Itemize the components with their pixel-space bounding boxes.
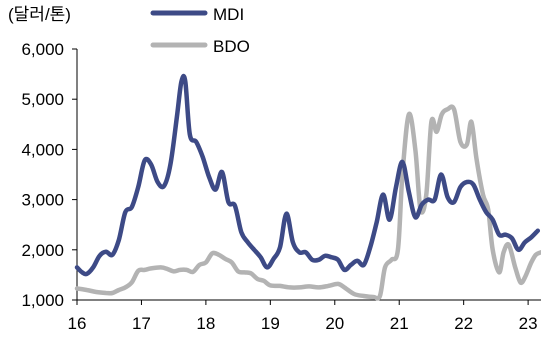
- x-tick-label: 19: [261, 314, 280, 333]
- x-tick-label: 18: [196, 314, 215, 333]
- y-tick-label: 5,000: [21, 90, 64, 109]
- y-tick-label: 4,000: [21, 140, 64, 159]
- y-tick-label: 1,000: [21, 291, 64, 310]
- y-unit-label: (달러/톤): [8, 5, 71, 24]
- y-tick-label: 2,000: [21, 241, 64, 260]
- series-line-bdo: [74, 104, 541, 301]
- legend-label-bdo: BDO: [213, 37, 250, 56]
- legend: MDI BDO: [150, 5, 250, 56]
- axes: 1,000 2,000 3,000 4,000 5,000 6,000 16 17 18 19 20…: [21, 40, 541, 333]
- legend-label-mdi: MDI: [213, 5, 244, 24]
- y-tick-label: 6,000: [21, 40, 64, 59]
- x-tick-label: 23: [519, 314, 538, 333]
- series-line-mdi: [74, 73, 541, 277]
- y-tick-label: 3,000: [21, 191, 64, 210]
- series-layer: [74, 73, 541, 301]
- x-tick-label: 22: [454, 314, 473, 333]
- x-tick-label: 20: [325, 314, 344, 333]
- x-tick-label: 16: [68, 314, 87, 333]
- x-tick-label: 17: [132, 314, 151, 333]
- x-tick-label: 21: [390, 314, 409, 333]
